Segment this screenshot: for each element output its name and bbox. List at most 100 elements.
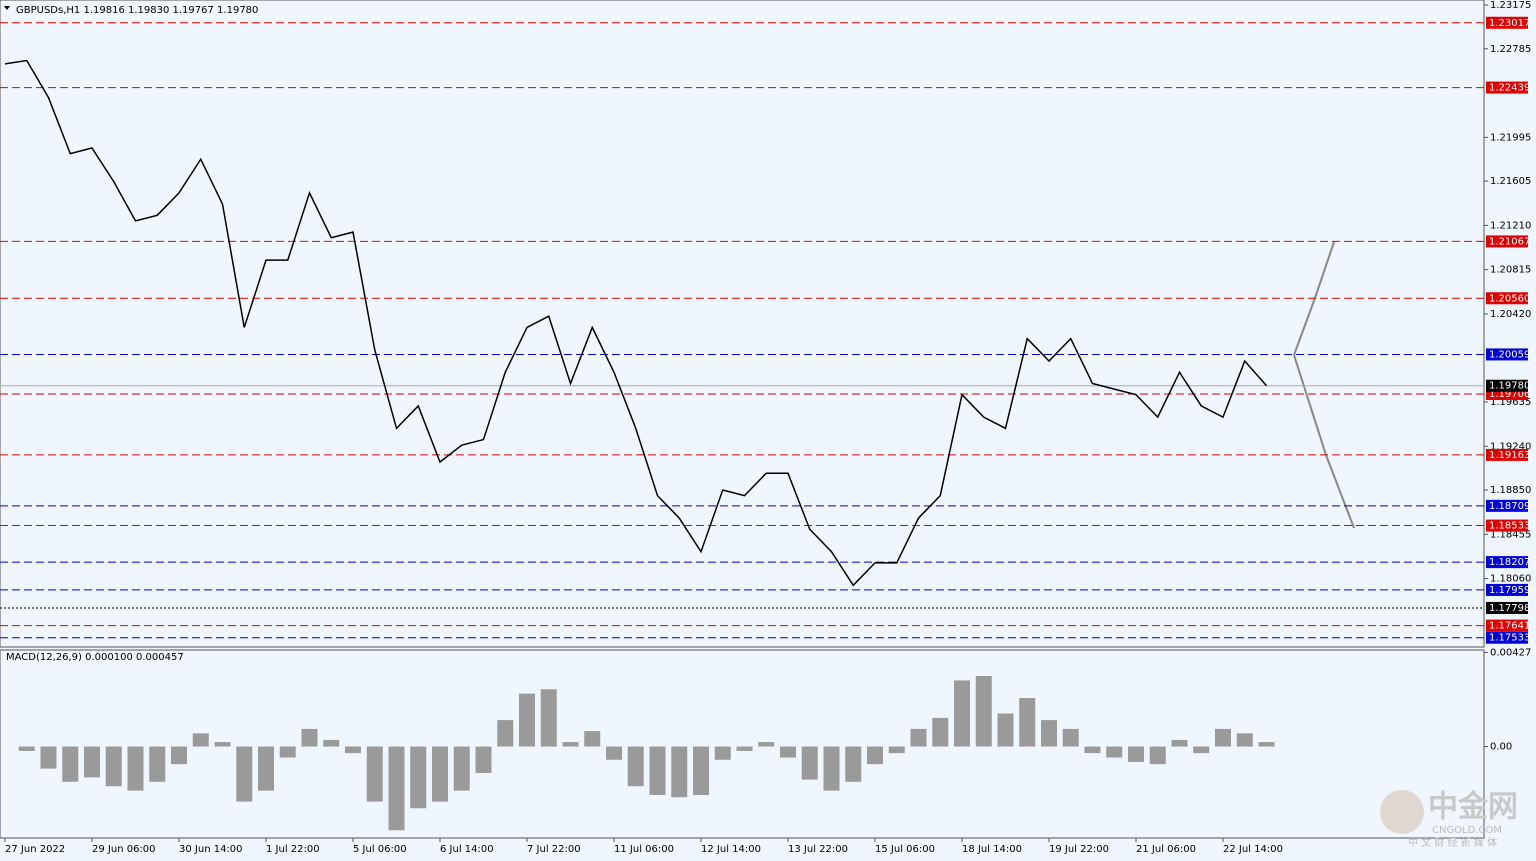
- x-tick-label: 22 Jul 14:00: [1223, 844, 1283, 855]
- macd-bar: [1215, 728, 1231, 747]
- y-tick-label: 1.20420: [1490, 309, 1531, 320]
- watermark-site: CNGOLD.COM: [1432, 825, 1502, 836]
- macd-bar: [236, 746, 253, 802]
- level-label-box: [1486, 556, 1528, 569]
- macd-bar: [823, 746, 840, 791]
- level-label: 1.17959: [1489, 585, 1530, 596]
- y-tick-label: 1.21605: [1490, 176, 1531, 187]
- x-tick-label: 12 Jul 14:00: [701, 844, 761, 855]
- level-label: 1.20560: [1489, 293, 1530, 304]
- macd-bar: [301, 728, 318, 747]
- macd-bar: [497, 720, 514, 747]
- macd-bar: [1258, 742, 1275, 747]
- level-label: 1.18207: [1489, 557, 1530, 568]
- y-tick-label: 1.18850: [1490, 485, 1531, 496]
- x-tick-label: 21 Jul 06:00: [1136, 844, 1196, 855]
- macd-bar: [975, 676, 992, 747]
- macd-bar: [171, 746, 187, 765]
- x-tick-label: 15 Jul 06:00: [875, 844, 935, 855]
- macd-bar: [127, 746, 144, 791]
- macd-bar: [1236, 733, 1253, 747]
- macd-bar: [888, 746, 905, 754]
- macd-bar: [214, 742, 231, 747]
- level-label: 1.17798: [1489, 603, 1530, 614]
- level-label: 1.23017: [1489, 18, 1530, 29]
- x-tick-label: 30 Jun 14:00: [179, 844, 243, 855]
- current-price-box: [1486, 379, 1528, 392]
- macd-bar: [345, 746, 361, 754]
- macd-panel: [0, 649, 1485, 839]
- level-label-box: [1486, 348, 1528, 361]
- macd-bar: [910, 728, 927, 747]
- menu-icon: [4, 6, 10, 10]
- level-label-box: [1486, 16, 1528, 29]
- macd-bar: [562, 742, 579, 747]
- macd-bar: [1041, 720, 1057, 747]
- macd-bar: [606, 746, 622, 760]
- x-tick-label: 11 Jul 06:00: [614, 844, 674, 855]
- y-tick-label: 1.20815: [1490, 265, 1531, 276]
- header: GBPUSDs,H1 1.19816 1.19830 1.19767 1.197…: [16, 5, 258, 16]
- macd-bar: [192, 733, 209, 747]
- x-tick-label: 19 Jul 22:00: [1049, 844, 1109, 855]
- level-label: 1.18533: [1489, 521, 1530, 532]
- macd-bar: [1193, 746, 1210, 754]
- macd-bar: [432, 746, 448, 802]
- level-label-box: [1486, 631, 1528, 644]
- level-label-box: [1486, 583, 1528, 596]
- y-tick-label: 1.19240: [1490, 441, 1531, 452]
- macd-bar: [279, 746, 296, 758]
- macd-bar: [801, 746, 818, 780]
- macd-bar: [366, 746, 383, 802]
- macd-bar: [453, 746, 470, 791]
- level-label-box: [1486, 235, 1528, 248]
- level-label: 1.19706: [1489, 389, 1530, 400]
- macd-y-tick-label: 0.00427: [1490, 647, 1531, 658]
- macd-bar: [1171, 739, 1188, 747]
- level-label-box: [1486, 619, 1528, 632]
- y-tick-label: 1.21995: [1490, 132, 1531, 143]
- y-tick-label: 1.23175: [1490, 0, 1531, 11]
- level-label-box: [1486, 499, 1528, 512]
- macd-bar: [388, 746, 405, 831]
- macd-title: MACD(12,26,9) 0.000100 0.000457: [6, 652, 184, 663]
- macd-bar: [540, 689, 557, 747]
- macd-bar: [954, 680, 970, 747]
- macd-y-tick-label: 0.00: [1490, 742, 1512, 753]
- macd-bar: [1106, 746, 1123, 758]
- macd-bar: [627, 746, 644, 787]
- level-label: 1.21067: [1489, 236, 1530, 247]
- price-panel: [0, 0, 1485, 648]
- macd-bar: [758, 742, 775, 747]
- macd-bar: [519, 693, 535, 747]
- level-label-box: [1486, 601, 1528, 614]
- current-price-label: 1.19780: [1489, 381, 1530, 392]
- macd-bar: [780, 746, 796, 758]
- watermark-name: 中金网: [1428, 790, 1518, 825]
- macd-bar: [867, 746, 883, 765]
- x-tick-label: 18 Jul 14:00: [962, 844, 1022, 855]
- macd-bar: [410, 746, 427, 809]
- level-label: 1.17641: [1489, 621, 1530, 632]
- level-label: 1.19163: [1489, 450, 1530, 461]
- macd-bar: [84, 746, 100, 778]
- y-tick-label: 1.22785: [1490, 44, 1531, 55]
- level-label: 1.17533: [1489, 633, 1530, 644]
- level-label-box: [1486, 292, 1528, 305]
- macd-bar: [258, 746, 274, 791]
- level-label-box: [1486, 81, 1528, 94]
- macd-bar: [649, 746, 666, 796]
- macd-bar: [714, 746, 731, 760]
- macd-bar: [149, 746, 166, 782]
- macd-bar: [323, 739, 340, 747]
- x-tick-label: 27 Jun 2022: [5, 844, 65, 855]
- y-tick-label: 1.21210: [1490, 220, 1531, 231]
- level-label-box: [1486, 448, 1528, 461]
- macd-bar: [1062, 728, 1079, 747]
- level-label-box: [1486, 519, 1528, 532]
- x-tick-label: 5 Jul 06:00: [353, 844, 407, 855]
- y-tick-label: 1.18455: [1490, 529, 1531, 540]
- macd-bar: [1019, 698, 1036, 747]
- level-label: 1.20059: [1489, 349, 1530, 360]
- macd-bar: [932, 717, 949, 747]
